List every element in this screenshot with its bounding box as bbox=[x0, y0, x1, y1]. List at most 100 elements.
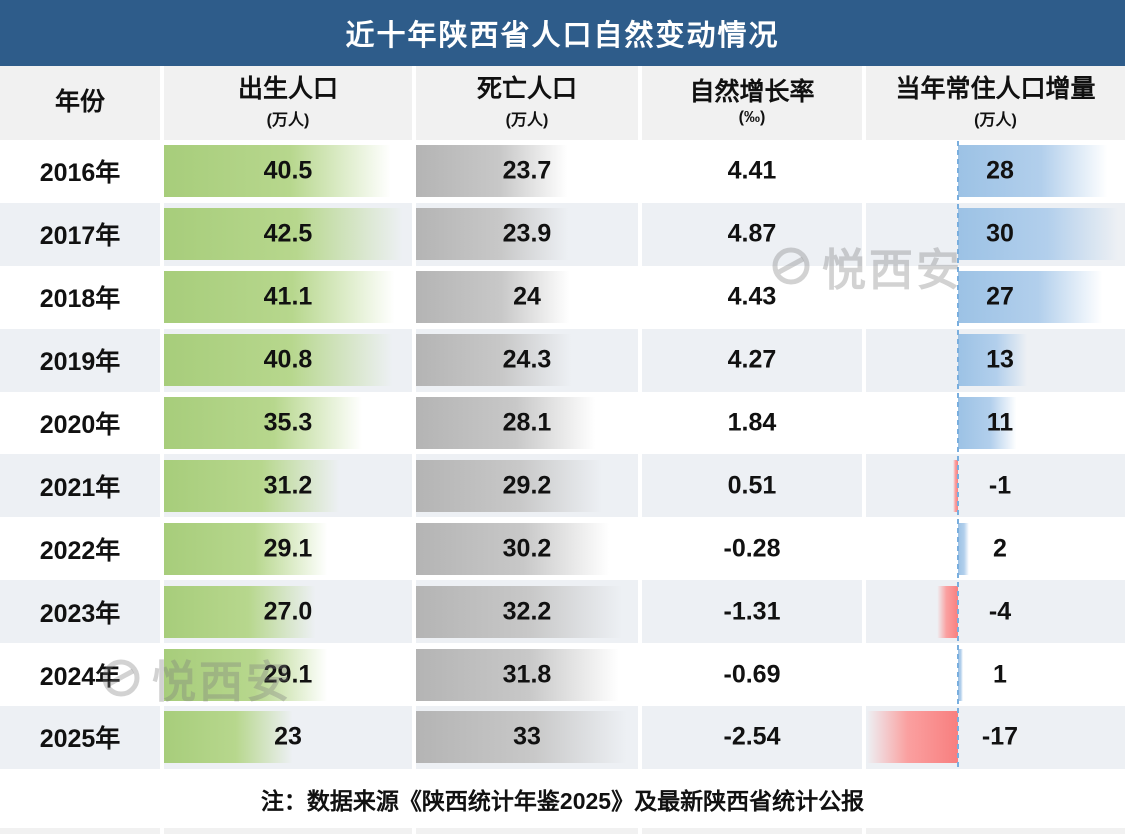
increase-value: 28 bbox=[986, 156, 1014, 185]
increase-value: 30 bbox=[986, 219, 1014, 248]
deaths-value: 23.7 bbox=[502, 156, 552, 185]
zero-axis-line bbox=[957, 141, 959, 768]
deaths-value: 32.2 bbox=[502, 597, 552, 626]
births-bar bbox=[164, 145, 394, 198]
increase-value: -4 bbox=[988, 597, 1012, 626]
rate-cell: 4.27 bbox=[642, 328, 862, 392]
source-note: 注：数据来源《陕西统计年鉴2025》及最新陕西省统计公报 bbox=[0, 769, 1125, 828]
year-cell: 2022年 bbox=[0, 517, 160, 581]
increase-cell: -4 bbox=[866, 580, 1125, 644]
deaths-cell: 24.3 bbox=[416, 328, 638, 392]
births-cell: 23 bbox=[164, 706, 412, 769]
rate-cell: -1.31 bbox=[642, 580, 862, 644]
year-label: 2025年 bbox=[39, 725, 121, 754]
increase-cell: -1 bbox=[866, 454, 1125, 518]
births-value: 35.3 bbox=[263, 408, 313, 437]
rate-value: 4.27 bbox=[727, 345, 777, 374]
deaths-value: 31.8 bbox=[502, 660, 552, 689]
year-label: 2018年 bbox=[39, 285, 121, 314]
header-year: 年份 bbox=[0, 66, 160, 140]
header-births-label: 出生人口 bbox=[237, 74, 338, 103]
births-cell: 31.2 bbox=[164, 454, 412, 518]
deaths-value: 28.1 bbox=[502, 408, 552, 437]
deaths-bar bbox=[416, 145, 569, 198]
increase-bar bbox=[866, 711, 958, 764]
year-cell: 2021年 bbox=[0, 454, 160, 518]
rate-value: -0.69 bbox=[723, 660, 781, 689]
table-row: 2022年 29.1 30.2 -0.28 2 bbox=[0, 517, 1125, 581]
increase-cell: 27 bbox=[866, 265, 1125, 329]
rate-cell: -0.69 bbox=[642, 643, 862, 707]
year-cell: 2020年 bbox=[0, 391, 160, 455]
year-cell: 2025年 bbox=[0, 706, 160, 769]
deaths-cell: 23.9 bbox=[416, 202, 638, 266]
rate-value: -0.28 bbox=[723, 534, 781, 563]
header-increase-label: 当年常住人口增量 bbox=[895, 74, 1096, 103]
increase-bar bbox=[958, 334, 1029, 387]
year-cell: 2016年 bbox=[0, 140, 160, 203]
increase-value: 27 bbox=[986, 282, 1014, 311]
rate-value: 4.43 bbox=[727, 282, 777, 311]
increase-bar bbox=[958, 208, 1120, 261]
deaths-value: 29.2 bbox=[502, 471, 552, 500]
increase-cell: 28 bbox=[866, 140, 1125, 203]
deaths-cell: 30.2 bbox=[416, 517, 638, 581]
table-row: 2024年 29.1 31.8 -0.69 1 bbox=[0, 643, 1125, 707]
header-births: 出生人口 (万人) bbox=[164, 66, 412, 140]
strip-cell bbox=[416, 828, 638, 834]
deaths-value: 23.9 bbox=[502, 219, 552, 248]
births-bar bbox=[164, 585, 317, 638]
header-deaths: 死亡人口 (万人) bbox=[416, 66, 638, 140]
births-value: 42.5 bbox=[263, 219, 313, 248]
births-cell: 40.5 bbox=[164, 140, 412, 203]
deaths-cell: 24 bbox=[416, 265, 638, 329]
strip-cell bbox=[642, 828, 862, 834]
year-label: 2019年 bbox=[39, 348, 121, 377]
deaths-cell: 29.2 bbox=[416, 454, 638, 518]
deaths-value: 24.3 bbox=[502, 345, 552, 374]
increase-bar bbox=[952, 459, 958, 512]
deaths-bar bbox=[416, 585, 624, 638]
page-title-text: 近十年陕西省人口自然变动情况 bbox=[345, 20, 780, 52]
rate-value: 4.87 bbox=[727, 219, 777, 248]
strip-cell bbox=[866, 828, 1125, 834]
table-row: 2018年 41.1 24 4.43 27 bbox=[0, 265, 1125, 329]
deaths-bar bbox=[416, 711, 630, 764]
year-label: 2020年 bbox=[39, 411, 121, 439]
rate-value: 0.51 bbox=[727, 471, 777, 500]
year-label: 2023年 bbox=[39, 599, 121, 628]
births-cell: 29.1 bbox=[164, 643, 412, 707]
increase-value: -1 bbox=[988, 471, 1012, 500]
births-value: 40.8 bbox=[263, 345, 313, 374]
table-row: 2021年 31.2 29.2 0.51 -1 bbox=[0, 454, 1125, 518]
deaths-cell: 28.1 bbox=[416, 391, 638, 455]
header-year-label: 年份 bbox=[54, 88, 105, 117]
header-rate-unit: (‰) bbox=[738, 109, 766, 127]
births-cell: 35.3 bbox=[164, 391, 412, 455]
deaths-bar bbox=[416, 271, 571, 324]
source-note-text: 注：数据来源《陕西统计年鉴2025》及最新陕西省统计公报 bbox=[260, 787, 865, 814]
deaths-bar bbox=[416, 334, 573, 387]
births-value: 23 bbox=[274, 722, 302, 751]
page-title: 近十年陕西省人口自然变动情况 bbox=[0, 0, 1125, 66]
births-bar bbox=[164, 208, 405, 261]
increase-cell: -17 bbox=[866, 706, 1125, 769]
rate-value: 1.84 bbox=[727, 408, 777, 437]
rate-value: 4.41 bbox=[727, 156, 777, 185]
table-row: 2023年 27.0 32.2 -1.31 -4 bbox=[0, 580, 1125, 644]
year-label: 2016年 bbox=[39, 159, 121, 188]
births-bar bbox=[164, 397, 364, 449]
deaths-value: 33 bbox=[513, 722, 541, 751]
increase-cell: 30 bbox=[866, 202, 1125, 266]
births-cell: 40.8 bbox=[164, 328, 412, 392]
births-bar bbox=[164, 522, 329, 575]
header-rate-label: 自然增长率 bbox=[689, 77, 815, 106]
increase-cell: 11 bbox=[866, 391, 1125, 455]
increase-bar bbox=[958, 145, 1109, 198]
table-row: 2019年 40.8 24.3 4.27 13 bbox=[0, 328, 1125, 392]
deaths-value: 30.2 bbox=[502, 534, 552, 563]
table-row: 2017年 42.5 23.9 4.87 30 bbox=[0, 202, 1125, 266]
births-cell: 42.5 bbox=[164, 202, 412, 266]
increase-value: 11 bbox=[986, 408, 1014, 437]
